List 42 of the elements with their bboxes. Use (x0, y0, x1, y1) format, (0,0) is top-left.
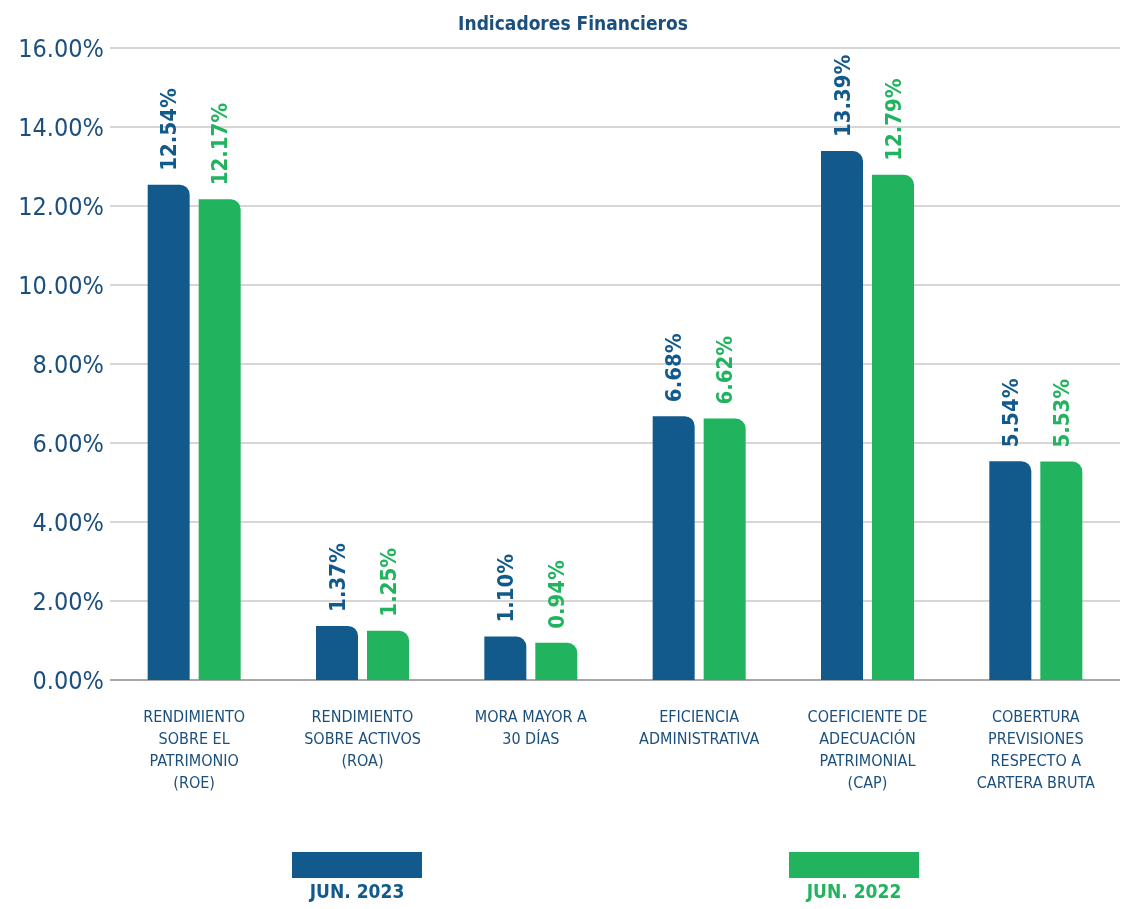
data-label: 5.53% (1049, 378, 1075, 448)
bar (821, 151, 863, 680)
bar (989, 461, 1032, 680)
data-label: 6.62% (712, 335, 738, 405)
data-label: 6.68% (661, 333, 687, 403)
bar (147, 184, 190, 680)
bar (484, 636, 527, 680)
chart-title: Indicadores Financieros (458, 12, 688, 34)
x-tick-label: MORA MAYOR A 30 DÍAS (474, 707, 588, 748)
x-tick-label: COEFICIENTE DE ADECUACIÓN PATRIMONIAL (CAP) (807, 707, 928, 792)
x-tick-label: RENDIMIENTO SOBRE ACTIVOS (ROA) (304, 707, 421, 770)
x-tick-label: EFICIENCIA ADMINISTRATIVA (639, 707, 760, 748)
y-tick-label: 0.00% (32, 665, 104, 695)
x-tick-label: COBERTURA PREVISIONES RESPECTO A CARTERA BRUTA (976, 707, 1096, 792)
text: JUN. 2023 (308, 880, 405, 902)
y-tick-label: 8.00% (32, 349, 104, 379)
data-label: 1.10% (493, 553, 519, 623)
data-label: 0.94% (544, 560, 570, 629)
y-tick-label: 6.00% (32, 428, 104, 458)
bar (198, 199, 241, 680)
y-tick-label: 10.00% (18, 270, 104, 300)
data-label: 12.79% (880, 78, 906, 161)
data-label: 12.54% (156, 88, 182, 171)
x-tick-label: RENDIMIENTO SOBRE EL PATRIMONIO (ROE) (143, 707, 246, 792)
y-tick-label: 12.00% (18, 191, 104, 221)
bar (535, 642, 578, 680)
data-label: 5.54% (998, 378, 1024, 448)
text: JUN. 2022 (805, 880, 902, 902)
data-label: 1.37% (324, 543, 350, 612)
bar (872, 174, 914, 680)
bar (316, 625, 358, 680)
bar (652, 416, 695, 680)
bar (1040, 461, 1083, 680)
y-tick-label: 16.00% (18, 33, 104, 63)
data-label: 12.17% (207, 102, 233, 186)
data-label: 1.25% (375, 547, 401, 617)
data-label: 13.39% (829, 54, 855, 138)
bar (367, 630, 409, 680)
bar (703, 418, 746, 680)
y-tick-label: 4.00% (32, 507, 104, 537)
y-tick-label: 14.00% (18, 112, 104, 142)
y-tick-label: 2.00% (32, 586, 104, 616)
